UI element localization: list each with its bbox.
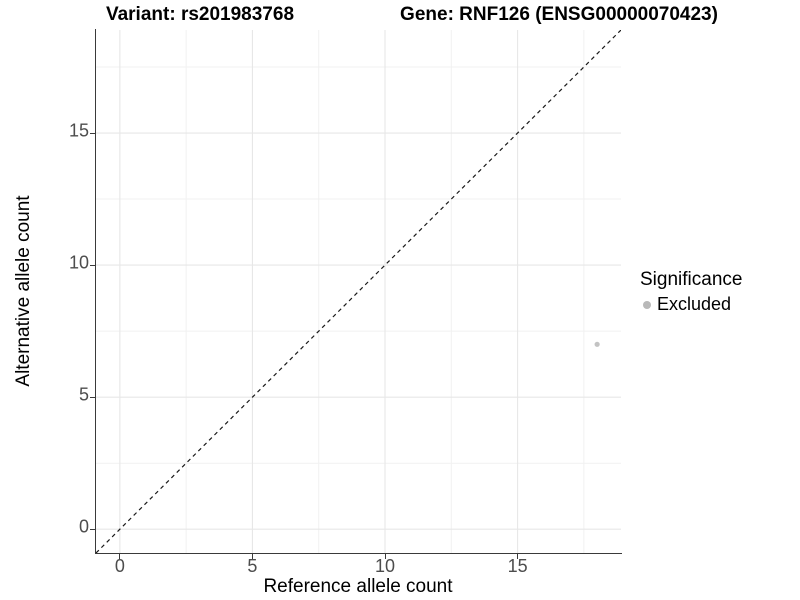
y-axis-title: Alternative allele count [13, 195, 34, 387]
x-tick-mark [384, 554, 386, 559]
legend-title: Significance [640, 269, 743, 290]
y-tick-mark [90, 396, 95, 398]
x-tick-mark [517, 554, 519, 559]
y-tick-label: 0 [78, 516, 89, 537]
legend: Significance Excluded [640, 269, 742, 315]
y-tick-label: 15 [68, 120, 89, 141]
y-tick-mark [90, 528, 95, 530]
y-tick-mark [90, 132, 95, 134]
x-tick-mark [251, 554, 253, 559]
legend-item-label: Excluded [657, 294, 732, 314]
x-tick-label: 0 [114, 556, 125, 576]
data-point [594, 341, 600, 347]
x-tick-mark [119, 554, 121, 559]
x-axis-title: Reference allele count [263, 576, 453, 597]
excluded-point-marker-icon [643, 300, 651, 309]
plot-panel [95, 29, 622, 554]
x-tick-label: 15 [507, 556, 528, 576]
plot-title-gene: Gene: RNF126 (ENSG00000070423) [400, 4, 718, 25]
legend-item-excluded: Excluded [640, 294, 742, 315]
y-tick-label: 10 [68, 252, 89, 273]
y-axis-line [95, 29, 96, 554]
identity-dashed-line [95, 29, 622, 554]
plot-canvas [95, 29, 622, 554]
x-tick-label: 10 [374, 556, 396, 576]
x-tick-label: 5 [247, 556, 258, 576]
y-tick-mark [90, 264, 95, 266]
y-tick-label: 5 [78, 384, 89, 405]
plot-title-variant: Variant: rs201983768 [105, 4, 295, 25]
x-axis-line [95, 553, 622, 554]
